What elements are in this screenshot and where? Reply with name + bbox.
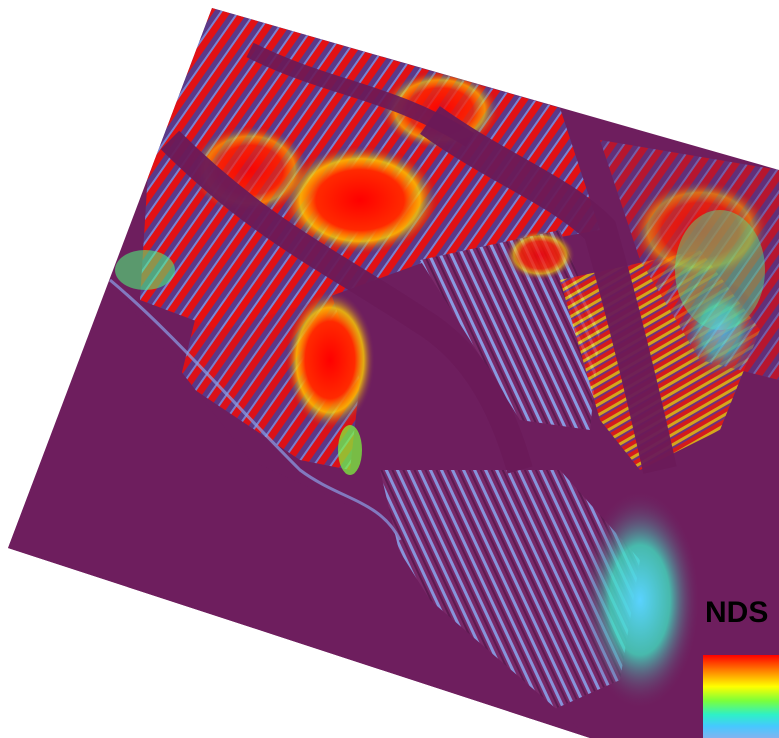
legend-color-ramp — [703, 655, 779, 738]
legend-title: NDS — [705, 596, 769, 629]
